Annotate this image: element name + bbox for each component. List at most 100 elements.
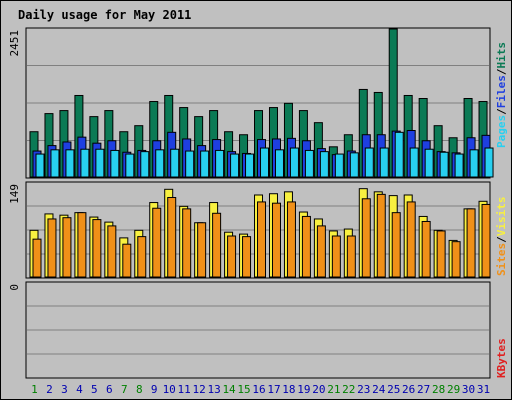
bar-sites-day-18: [286, 201, 296, 278]
bar-sites-day-22: [346, 235, 356, 278]
y-tick-label-pages-files-hits: 2451: [8, 30, 21, 57]
legend-entry: Hits: [495, 42, 508, 69]
x-tick-label-day-16: 16: [252, 383, 265, 396]
x-tick-label-day-8: 8: [136, 383, 143, 396]
bar-sites-day-25: [391, 212, 401, 278]
bar-sites-day-12: [197, 222, 207, 278]
bar-pages-day-1: [35, 153, 45, 178]
bar-sites-day-30: [466, 208, 476, 278]
bar-sites-day-1: [32, 238, 42, 278]
bar-sites-day-17: [271, 202, 281, 278]
x-tick-label-day-18: 18: [282, 383, 295, 396]
bar-sites-day-29: [451, 241, 461, 278]
x-tick-label-day-23: 23: [357, 383, 370, 396]
legend-entry: Sites: [495, 243, 508, 276]
bar-sites-day-24: [376, 193, 386, 278]
bar-sites-day-4: [77, 212, 87, 278]
legend-entry: /: [495, 108, 508, 115]
x-tick-label-day-5: 5: [91, 383, 98, 396]
bar-pages-day-16: [260, 147, 270, 178]
bar-pages-day-10: [170, 148, 180, 178]
bar-sites-day-20: [316, 225, 326, 278]
legend-entry: KBytes: [495, 338, 508, 378]
x-tick-label-day-29: 29: [447, 383, 460, 396]
legend-entry: /: [495, 68, 508, 75]
bar-sites-day-16: [257, 201, 267, 278]
x-tick-label-day-14: 14: [222, 383, 236, 396]
bar-pages-day-29: [454, 153, 464, 178]
bar-sites-day-5: [92, 219, 102, 278]
legend-sites-visits: Sites/Visits: [495, 197, 508, 277]
bar-pages-day-13: [215, 149, 225, 178]
x-tick-label-day-12: 12: [193, 383, 206, 396]
bar-pages-day-7: [125, 153, 135, 178]
bar-pages-day-3: [65, 149, 75, 178]
bar-pages-day-17: [274, 149, 284, 178]
bar-sites-day-6: [107, 225, 117, 278]
x-tick-label-day-1: 1: [31, 383, 38, 396]
x-tick-label-day-20: 20: [312, 383, 325, 396]
bar-sites-day-8: [137, 236, 147, 278]
x-tick-label-day-24: 24: [372, 383, 386, 396]
x-tick-label-day-19: 19: [297, 383, 310, 396]
bar-pages-day-5: [95, 148, 105, 178]
bar-pages-day-24: [379, 147, 389, 178]
x-tick-label-day-4: 4: [76, 383, 83, 396]
bar-pages-day-31: [484, 147, 494, 178]
bar-sites-day-26: [406, 201, 416, 278]
bar-pages-day-18: [289, 147, 299, 178]
x-tick-label-day-30: 30: [462, 383, 475, 396]
bar-pages-day-14: [230, 153, 240, 178]
x-tick-label-day-11: 11: [178, 383, 191, 396]
bar-pages-day-9: [155, 149, 165, 178]
bar-pages-day-19: [304, 149, 314, 178]
bar-sites-day-23: [361, 198, 371, 278]
bar-pages-day-12: [200, 150, 210, 178]
bar-pages-day-28: [439, 151, 449, 178]
x-tick-label-day-27: 27: [417, 383, 430, 396]
x-tick-label-day-7: 7: [121, 383, 128, 396]
bar-sites-day-7: [122, 243, 132, 278]
x-tick-label-day-9: 9: [151, 383, 158, 396]
x-tick-label-day-6: 6: [106, 383, 113, 396]
bar-pages-day-20: [319, 151, 329, 178]
y-tick-label-sites-visits: 149: [8, 184, 21, 204]
x-tick-label-day-15: 15: [237, 383, 250, 396]
x-tick-label-day-10: 10: [163, 383, 176, 396]
bar-pages-day-4: [80, 148, 90, 178]
bar-sites-day-13: [212, 212, 222, 278]
bar-sites-day-9: [152, 207, 162, 278]
x-tick-label-day-31: 31: [477, 383, 490, 396]
bar-pages-day-22: [349, 152, 359, 178]
y-tick-label-kbytes: 0: [8, 284, 21, 291]
x-tick-label-day-21: 21: [327, 383, 340, 396]
legend-pages-files-hits: Pages/Files/Hits: [495, 42, 508, 148]
x-tick-label-day-17: 17: [267, 383, 280, 396]
legend-entry: Pages: [495, 115, 508, 148]
bar-sites-day-10: [167, 197, 177, 278]
x-tick-label-day-3: 3: [61, 383, 68, 396]
bar-sites-day-11: [182, 208, 192, 278]
chart-title: Daily usage for May 2011: [18, 8, 191, 22]
bar-pages-day-26: [409, 147, 419, 178]
x-tick-label-day-22: 22: [342, 383, 355, 396]
bar-sites-day-28: [436, 230, 446, 278]
bar-pages-day-15: [245, 153, 255, 178]
bar-sites-day-2: [47, 218, 57, 278]
bar-sites-day-14: [227, 235, 237, 278]
legend-entry: Visits: [495, 197, 508, 237]
x-tick-label-day-2: 2: [46, 383, 53, 396]
bar-pages-day-30: [469, 149, 479, 178]
bar-pages-day-27: [424, 148, 434, 178]
bar-pages-day-2: [50, 149, 60, 178]
bar-sites-day-21: [331, 235, 341, 278]
bar-sites-day-19: [301, 215, 311, 278]
legend-entry: Files: [495, 75, 508, 108]
x-tick-label-day-28: 28: [432, 383, 445, 396]
bar-pages-day-11: [185, 150, 195, 178]
bar-sites-day-27: [421, 220, 431, 278]
x-tick-label-day-26: 26: [402, 383, 415, 396]
bar-pages-day-8: [140, 151, 150, 178]
bar-sites-day-31: [481, 203, 491, 278]
